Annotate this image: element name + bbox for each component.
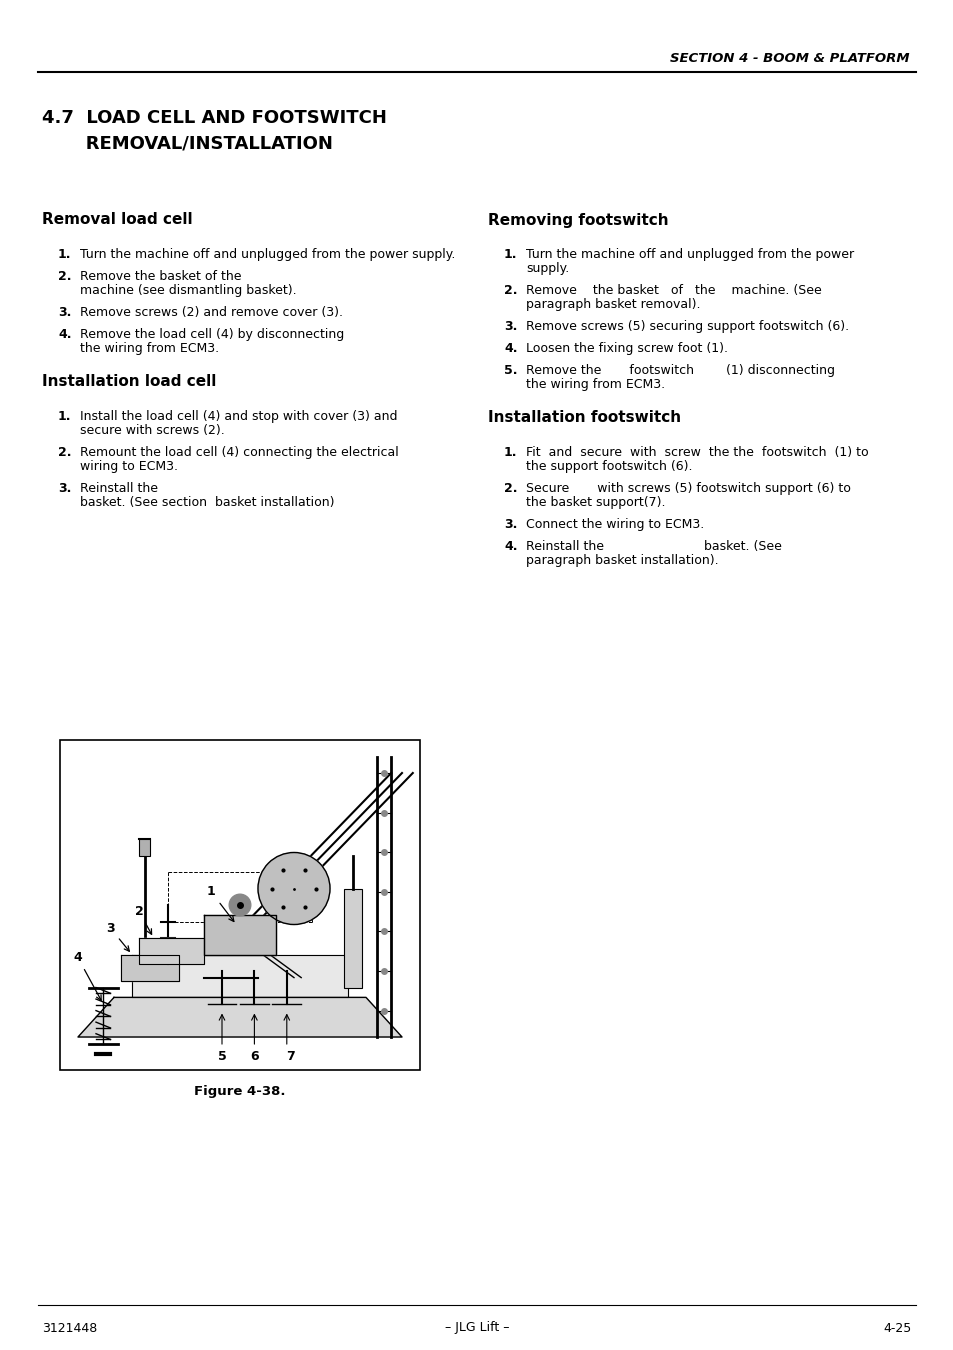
Text: Turn the machine off and unplugged from the power: Turn the machine off and unplugged from … [525, 248, 853, 261]
Text: paragraph basket installation).: paragraph basket installation). [525, 554, 718, 567]
Text: Installation load cell: Installation load cell [42, 374, 216, 390]
Text: basket. (See section  basket installation): basket. (See section basket installation… [80, 495, 335, 509]
Text: the basket support(7).: the basket support(7). [525, 495, 665, 509]
Bar [60, 740, 419, 1071]
Text: 2: 2 [134, 904, 152, 934]
Text: 1.: 1. [58, 248, 71, 261]
Text: 7: 7 [286, 1050, 294, 1064]
Text: Remove the basket of the: Remove the basket of the [80, 270, 241, 284]
Text: 1.: 1. [503, 446, 517, 459]
Text: 3.: 3. [503, 518, 517, 531]
Text: Removal load cell: Removal load cell [42, 212, 193, 228]
Text: wiring to ECM3.: wiring to ECM3. [80, 460, 178, 472]
Bar [344, 888, 362, 987]
Circle shape [229, 894, 251, 915]
Text: 2.: 2. [503, 284, 517, 297]
Text: Remount the load cell (4) connecting the electrical: Remount the load cell (4) connecting the… [80, 446, 398, 459]
Text: SECTION 4 - BOOM & PLATFORM: SECTION 4 - BOOM & PLATFORM [670, 51, 909, 65]
Text: 6: 6 [250, 1050, 258, 1064]
Text: paragraph basket removal).: paragraph basket removal). [525, 298, 700, 311]
Text: 2.: 2. [503, 482, 517, 495]
Text: 1: 1 [207, 886, 233, 922]
Text: Installation footswitch: Installation footswitch [488, 410, 680, 425]
Text: 4.: 4. [58, 328, 71, 342]
Text: Remove screws (2) and remove cover (3).: Remove screws (2) and remove cover (3). [80, 306, 343, 319]
Text: – JLG Lift –: – JLG Lift – [444, 1322, 509, 1335]
Text: 1.: 1. [503, 248, 517, 261]
Polygon shape [132, 954, 348, 998]
Text: Connect the wiring to ECM3.: Connect the wiring to ECM3. [525, 518, 703, 531]
Text: 5.: 5. [503, 364, 517, 377]
Text: 3: 3 [106, 922, 130, 952]
Polygon shape [204, 915, 275, 954]
Text: 3.: 3. [58, 482, 71, 495]
Polygon shape [78, 998, 401, 1037]
Text: 3.: 3. [503, 320, 517, 333]
Text: 3.: 3. [58, 306, 71, 319]
Text: Remove the       footswitch        (1) disconnecting: Remove the footswitch (1) disconnecting [525, 364, 834, 377]
Text: 1.: 1. [58, 410, 71, 423]
Circle shape [257, 852, 330, 925]
Polygon shape [121, 954, 178, 981]
Text: REMOVAL/INSTALLATION: REMOVAL/INSTALLATION [42, 134, 333, 153]
Text: 3121448: 3121448 [42, 1322, 97, 1335]
Text: Reinstall the                         basket. (See: Reinstall the basket. (See [525, 540, 781, 553]
Text: Figure 4-38.: Figure 4-38. [194, 1085, 286, 1099]
Text: Reinstall the: Reinstall the [80, 482, 158, 495]
Text: secure with screws (2).: secure with screws (2). [80, 424, 225, 437]
Text: 5: 5 [217, 1050, 226, 1064]
Text: the wiring from ECM3.: the wiring from ECM3. [525, 378, 664, 392]
Text: 4-25: 4-25 [882, 1322, 911, 1335]
Text: Fit  and  secure  with  screw  the the  footswitch  (1) to: Fit and secure with screw the the footsw… [525, 446, 868, 459]
Bar [139, 838, 150, 856]
Text: Loosen the fixing screw foot (1).: Loosen the fixing screw foot (1). [525, 342, 727, 355]
Text: 4.7  LOAD CELL AND FOOTSWITCH: 4.7 LOAD CELL AND FOOTSWITCH [42, 109, 387, 127]
Text: machine (see dismantling basket).: machine (see dismantling basket). [80, 284, 296, 297]
Text: 4: 4 [73, 952, 101, 1000]
Text: 4.: 4. [503, 540, 517, 553]
Text: Turn the machine off and unplugged from the power supply.: Turn the machine off and unplugged from … [80, 248, 455, 261]
Text: Remove screws (5) securing support footswitch (6).: Remove screws (5) securing support foots… [525, 320, 848, 333]
Text: Remove the load cell (4) by disconnecting: Remove the load cell (4) by disconnectin… [80, 328, 344, 342]
Text: Secure       with screws (5) footswitch support (6) to: Secure with screws (5) footswitch suppor… [525, 482, 850, 495]
Text: 4.: 4. [503, 342, 517, 355]
Text: Remove    the basket   of   the    machine. (See: Remove the basket of the machine. (See [525, 284, 821, 297]
Text: Removing footswitch: Removing footswitch [488, 212, 668, 228]
Text: Install the load cell (4) and stop with cover (3) and: Install the load cell (4) and stop with … [80, 410, 397, 423]
Polygon shape [139, 938, 204, 964]
Text: supply.: supply. [525, 262, 569, 275]
Text: the support footswitch (6).: the support footswitch (6). [525, 460, 692, 472]
Text: 2.: 2. [58, 446, 71, 459]
Text: the wiring from ECM3.: the wiring from ECM3. [80, 342, 219, 355]
Text: 2.: 2. [58, 270, 71, 284]
